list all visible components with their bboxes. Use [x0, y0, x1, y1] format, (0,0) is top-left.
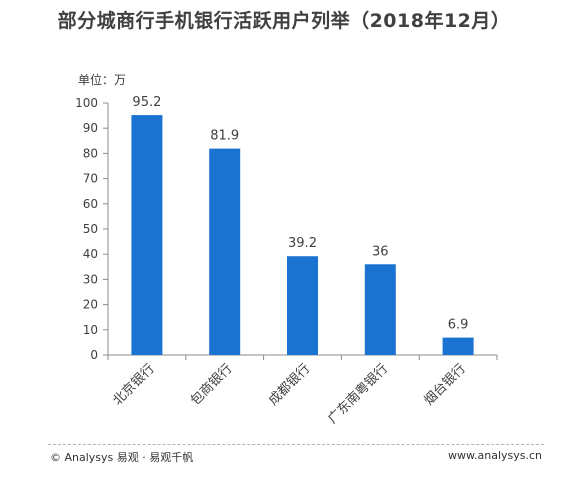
footer-copyright: © Analysys 易观 · 易观千帆 [50, 451, 194, 464]
footer-website: www.analysys.cn [448, 449, 542, 462]
y-tick-label: 20 [83, 298, 98, 312]
y-tick-label: 70 [83, 172, 98, 186]
y-axis: 0 10 20 30 40 50 60 70 80 90 100 [75, 96, 109, 362]
y-tick-label: 10 [83, 323, 98, 337]
data-label: 6.9 [448, 318, 469, 333]
chart-title: 部分城商行手机银行活跃用户列举（2018年12月） [57, 10, 511, 32]
bar [364, 264, 396, 355]
bars: 95.2 81.9 39.2 36 6.9 [131, 95, 474, 355]
footer-divider [48, 444, 544, 445]
y-tick-label: 30 [83, 272, 98, 286]
bar [131, 115, 163, 355]
y-tick-label: 100 [75, 96, 98, 110]
y-tick-label: 0 [90, 348, 98, 362]
category-label: 广东南粤银行 [325, 361, 391, 427]
bar [442, 337, 474, 355]
y-tick-label: 40 [83, 247, 98, 261]
unit-label: 单位：万 [78, 72, 126, 87]
bar [287, 256, 318, 355]
y-tick-label: 60 [83, 197, 98, 211]
data-label: 39.2 [288, 236, 317, 251]
data-label: 36 [372, 244, 389, 259]
x-axis: 北京银行 包商银行 成都银行 广东南粤银行 烟台银行 [107, 354, 498, 427]
bar [209, 148, 241, 355]
category-label: 包商银行 [188, 361, 235, 408]
y-tick-label: 90 [83, 121, 98, 135]
data-label: 81.9 [210, 129, 239, 144]
category-label: 成都银行 [266, 361, 313, 408]
y-tick-label: 50 [83, 222, 98, 236]
data-label: 95.2 [132, 95, 161, 110]
category-label: 北京银行 [110, 361, 157, 408]
y-tick-label: 80 [83, 146, 98, 160]
category-label: 烟台银行 [422, 361, 469, 408]
